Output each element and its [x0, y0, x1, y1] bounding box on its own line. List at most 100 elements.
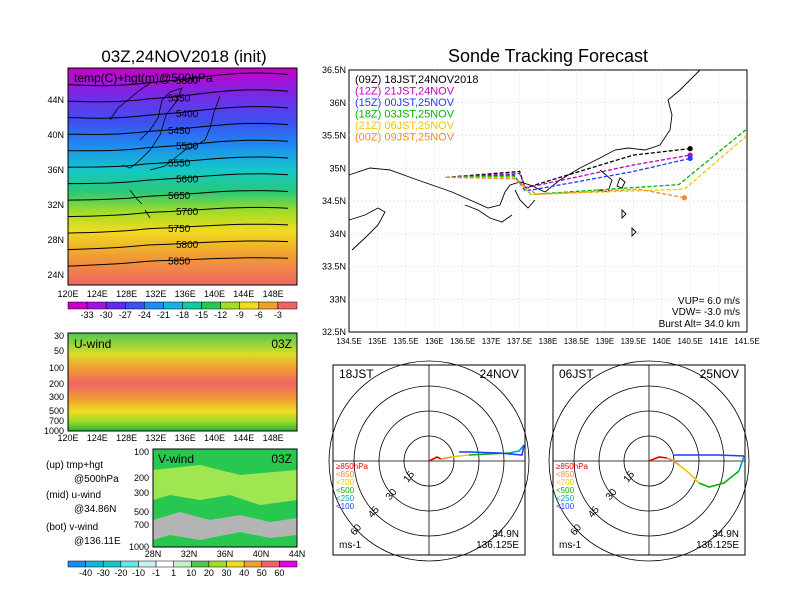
- right-title: Sonde Tracking Forecast: [448, 46, 648, 66]
- colorbar-cell: [239, 301, 260, 310]
- lon-tick-label: 140E: [204, 289, 225, 299]
- colorbar-cell: [277, 301, 298, 310]
- uwind-time: 03Z: [271, 337, 292, 351]
- colorbar-cell: [85, 560, 104, 568]
- lon-tick-label: 148E: [263, 433, 284, 443]
- contour-label: 5400: [176, 109, 199, 120]
- hodo-units: ms-1: [339, 540, 362, 551]
- lon-tick-label: 132E: [145, 433, 166, 443]
- hodo-time: 18JST: [339, 367, 374, 381]
- coastline: [348, 69, 701, 251]
- track-line: [445, 135, 748, 196]
- lat-tick-label: 35N: [329, 163, 346, 173]
- hodograph-trace: [648, 456, 668, 462]
- colorbar-label: 30: [222, 568, 232, 578]
- track-end-marker: [687, 155, 693, 162]
- sonde-tracks: [445, 128, 748, 201]
- temp-map-panel: temp(C)+hgt(m)@500hPa 5300 5350 5400 5450 55…: [47, 67, 298, 299]
- contour-label: 5650: [168, 191, 191, 202]
- vwind-panel: V-wind 03Z 100 200 300 500 700 1000 28N 32N 36N…: [129, 447, 305, 559]
- colorbar-cell: [226, 560, 245, 568]
- colorbar-cell: [191, 560, 210, 568]
- height-contour: [67, 190, 289, 201]
- lon-tick-label: 128E: [116, 433, 137, 443]
- hodograph-trace: [674, 454, 745, 457]
- track-line: [445, 157, 691, 192]
- contour-label: 5350: [168, 93, 191, 104]
- height-contour: [67, 240, 289, 251]
- height-contour: [67, 139, 289, 152]
- lat-tick-label: 33N: [329, 294, 346, 304]
- note-text: @34.86N: [74, 504, 116, 515]
- pressure-level-label: 50: [54, 346, 64, 356]
- legend-entry: (09Z) 18JST,24NOV2018: [355, 74, 479, 86]
- lon-tick-label: 120E: [57, 433, 78, 443]
- contour-label: 5750: [168, 224, 191, 235]
- japan-coastline: [109, 81, 221, 219]
- track-line: [445, 154, 691, 189]
- uwind-label: U-wind: [74, 337, 111, 351]
- left-title: 03Z,24NOV2018 (init): [101, 47, 266, 66]
- hodo-time: 06JST: [559, 367, 594, 381]
- colorbar-label: -33: [81, 310, 94, 320]
- lon-tick-label: 139E: [596, 337, 615, 346]
- contour-label: 5450: [168, 126, 191, 137]
- colorbar-label: -12: [214, 310, 227, 320]
- pressure-level-label: 100: [49, 363, 64, 373]
- colorbar-cell: [155, 560, 174, 568]
- hodo-lon: 136.125E: [696, 540, 739, 551]
- legend-entry: (18Z) 03JST,25NOV: [355, 109, 455, 121]
- lat-tick-label: 44N: [289, 549, 306, 559]
- height-contour: [67, 206, 289, 218]
- height-contour: [67, 106, 289, 119]
- colorbar-label: 1: [171, 568, 176, 578]
- lon-tick-label: 140E: [652, 337, 671, 346]
- burst-text: Burst Alt= 34.0 km: [659, 319, 740, 330]
- tracking-map-panel: (09Z) 18JST,24NOV2018(12Z) 21JST,24NOV(1…: [322, 65, 760, 346]
- lat-tick-label: 40N: [47, 130, 64, 140]
- hodo-date: 24NOV: [480, 367, 519, 381]
- hodo-lon: 136.125E: [476, 540, 519, 551]
- colorbar-label: 50: [257, 568, 267, 578]
- lon-tick-label: 140E: [204, 433, 225, 443]
- lat-tick-label: 32N: [47, 200, 64, 210]
- pressure-level-label: 200: [49, 379, 64, 389]
- note-text: (mid) u-wind: [46, 490, 101, 501]
- colorbar-cell: [67, 301, 88, 310]
- height-contour: [67, 122, 289, 136]
- hodo-legend-entry: ≥850hPa: [556, 462, 589, 471]
- colorbar-cell: [125, 301, 145, 310]
- hodo-units: ms-1: [559, 540, 582, 551]
- lat-tick-label: 28N: [47, 235, 64, 245]
- hodograph-ring: [548, 360, 750, 562]
- pressure-level-label: 100: [134, 447, 149, 457]
- colorbar-cell: [138, 560, 157, 568]
- hodo-legend-entry: <100: [336, 502, 355, 511]
- lat-tick-label: 36N: [47, 165, 64, 175]
- height-contours: [67, 72, 289, 267]
- contour-label: 5300: [176, 76, 199, 87]
- colorbar-cell: [243, 560, 263, 568]
- pressure-level-label: 200: [134, 473, 149, 483]
- lon-tick-label: 141.5E: [734, 337, 759, 346]
- note-text: @500hPa: [74, 474, 119, 485]
- hodograph-trace: [459, 444, 525, 456]
- colorbar-label: -30: [97, 568, 110, 578]
- lon-tick-label: 144E: [233, 289, 254, 299]
- colorbar-cell: [163, 301, 183, 310]
- hodograph-trace: [508, 444, 525, 454]
- lon-tick-label: 148E: [263, 289, 284, 299]
- lat-tick-label: 36N: [217, 549, 234, 559]
- lon-tick-label: 138E: [539, 337, 558, 346]
- height-contour: [67, 173, 289, 185]
- lon-tick-label: 136E: [175, 433, 196, 443]
- colorbar-label: -20: [114, 568, 127, 578]
- contour-label: 5600: [176, 174, 199, 185]
- wind-colorbar: [67, 560, 298, 568]
- contour-label: 5700: [176, 207, 199, 218]
- height-contour: [67, 223, 289, 234]
- contour-label: 5850: [168, 257, 191, 268]
- lon-tick-label: 136E: [175, 289, 196, 299]
- lat-tick-label: 44N: [47, 95, 64, 105]
- hodograph-trace: [666, 457, 680, 466]
